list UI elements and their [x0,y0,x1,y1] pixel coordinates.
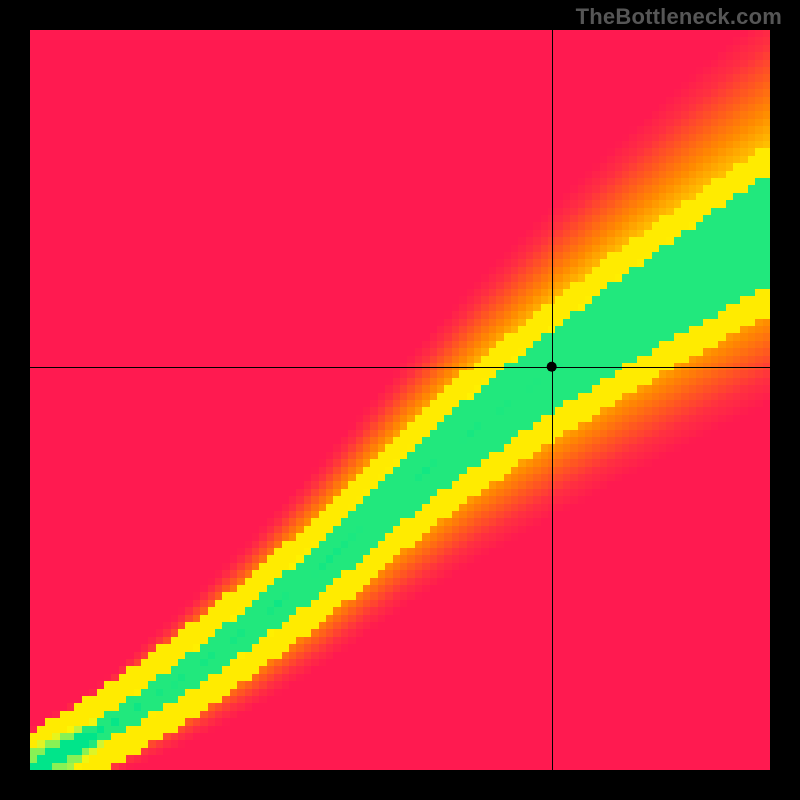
heatmap-canvas [30,30,770,770]
watermark-text: TheBottleneck.com [576,4,782,30]
heatmap-plot [30,30,770,770]
chart-container: TheBottleneck.com [0,0,800,800]
